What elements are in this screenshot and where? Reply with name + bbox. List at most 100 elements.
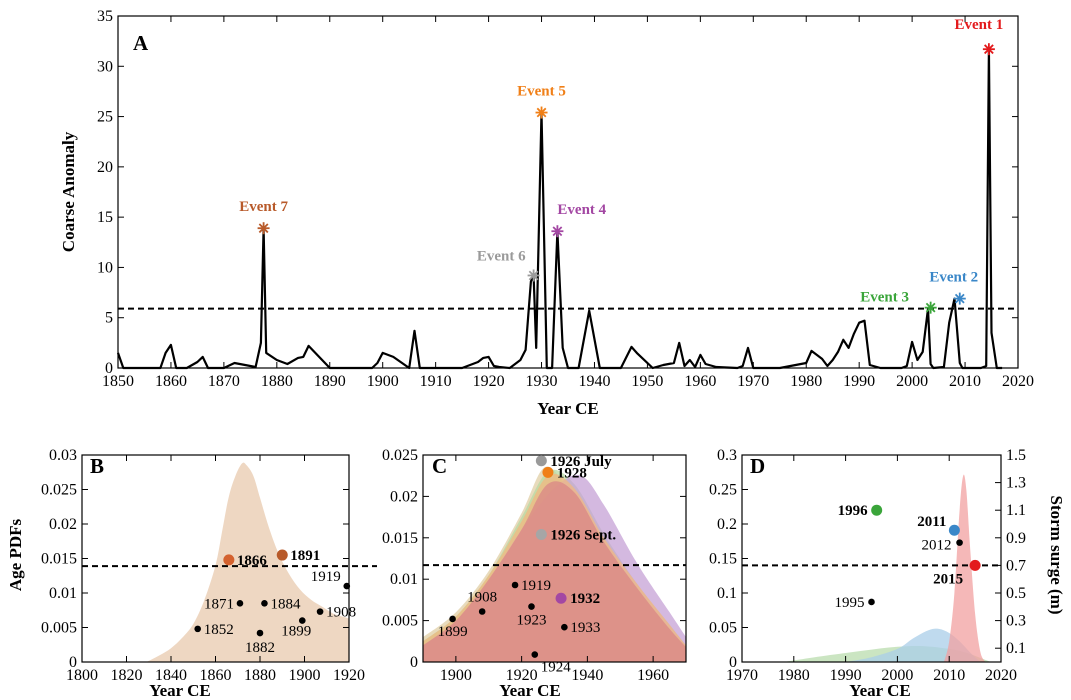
y-tick-label: 0 xyxy=(69,654,77,671)
event-label: Event 4 xyxy=(557,202,606,218)
event-star-stroke xyxy=(536,107,547,118)
y-tick-label: 0.025 xyxy=(382,447,418,464)
y-tick-label: 0.005 xyxy=(41,620,77,637)
point-label: 1899 xyxy=(438,624,468,640)
x-tick-label: 1870 xyxy=(208,373,240,390)
plot-frame xyxy=(422,454,687,663)
data-point xyxy=(948,524,960,536)
point-label: 1919 xyxy=(521,578,551,594)
plot-frame xyxy=(117,15,1019,369)
data-point xyxy=(298,617,306,624)
x-tick-label: 1990 xyxy=(843,373,875,390)
panel-c-letter: C xyxy=(432,454,447,478)
x-tick-label: 1900 xyxy=(289,667,321,684)
x-tick-label: 2010 xyxy=(933,667,965,684)
data-point xyxy=(343,582,351,590)
right-y-tick-label: 1.5 xyxy=(1006,447,1026,464)
panel-d-letter: D xyxy=(750,454,765,478)
y-tick-label: 0.01 xyxy=(49,585,77,602)
point-label: 1891 xyxy=(290,548,320,564)
x-tick-label: 1970 xyxy=(737,373,769,390)
x-tick-label: 1920 xyxy=(473,373,505,390)
y-tick-label: 30 xyxy=(97,58,113,75)
x-tick-label: 2020 xyxy=(985,667,1017,684)
point-label: 1919 xyxy=(311,569,341,585)
x-tick-label: 1970 xyxy=(726,667,758,684)
y-tick-label: 0.05 xyxy=(709,620,737,637)
point-label: 1996 xyxy=(838,503,869,519)
x-tick-label: 1840 xyxy=(155,667,187,684)
x-tick-label: 1930 xyxy=(526,373,558,390)
x-tick-label: 1800 xyxy=(66,667,98,684)
data-point xyxy=(223,554,235,566)
y-tick-label: 0.03 xyxy=(49,447,77,464)
x-tick-label: 1980 xyxy=(778,667,810,684)
event-marker xyxy=(257,222,270,235)
x-tick-label: 1980 xyxy=(790,373,822,390)
right-y-tick-label: 0.5 xyxy=(1006,585,1026,602)
y-tick-label: 25 xyxy=(97,109,113,126)
y-tick-label: 0 xyxy=(105,360,113,377)
y-tick-label: 0.015 xyxy=(41,551,77,568)
y-tick-label: 0.3 xyxy=(717,447,737,464)
point-label: 1908 xyxy=(467,589,497,605)
event-star-stroke xyxy=(552,226,563,237)
data-point xyxy=(449,615,456,623)
right-y-tick-label: 0.9 xyxy=(1006,530,1026,547)
x-tick-label: 2020 xyxy=(1002,373,1034,390)
point-label: 1884 xyxy=(270,596,301,612)
y-tick-label: 0.015 xyxy=(382,530,418,547)
point-label: 1866 xyxy=(237,553,268,569)
point-label: 2012 xyxy=(922,538,952,554)
panel-c: 1900 1920 1940 1960 0 0.005 0.01 0.015 0.02 0.025… xyxy=(382,447,687,700)
x-tick-label: 1860 xyxy=(155,373,187,390)
event-star-stroke xyxy=(984,44,994,55)
panel-b: 1800 1820 1840 1860 1880 1900 1920 0 0.005 0.01 0.… xyxy=(6,447,377,700)
data-point xyxy=(535,528,547,540)
y-tick-label: 0.025 xyxy=(41,482,77,499)
pdf-area xyxy=(423,481,686,662)
x-tick-label: 2000 xyxy=(881,667,913,684)
x-tick-label: 1880 xyxy=(244,667,276,684)
data-point xyxy=(956,539,963,546)
data-point xyxy=(868,598,875,606)
event-label: Event 5 xyxy=(517,84,566,100)
x-tick-label: 1990 xyxy=(830,667,862,684)
x-tick-label: 2010 xyxy=(949,373,981,390)
coarse-anomaly-series-line xyxy=(116,48,1003,370)
point-label: 1926 July xyxy=(550,454,612,470)
y-tick-label: 0.15 xyxy=(709,551,737,568)
event-marker xyxy=(924,301,937,314)
x-tick-label: 1940 xyxy=(571,667,603,684)
y-tick-label: 0.1 xyxy=(717,585,737,602)
event-star-stroke xyxy=(258,223,269,234)
point-label: 1933 xyxy=(570,620,600,636)
pdf-area xyxy=(146,462,349,662)
x-tick-label: 1920 xyxy=(333,667,365,684)
event-label: Event 7 xyxy=(239,199,288,215)
event-marker xyxy=(551,225,564,238)
point-label: 1928 xyxy=(557,465,587,481)
panel-d-x-axis-label: Year CE xyxy=(849,681,911,700)
x-tick-label: 1900 xyxy=(367,373,399,390)
event-star-stroke xyxy=(528,270,539,281)
panel-a-y-axis-label: Coarse Anomaly xyxy=(59,131,78,252)
point-label: 2011 xyxy=(917,514,946,530)
data-point xyxy=(236,600,244,607)
pdf-area xyxy=(944,474,986,662)
panel-b-letter: B xyxy=(90,454,104,478)
x-tick-label: 1960 xyxy=(637,667,669,684)
data-point xyxy=(256,629,264,637)
point-label: 1908 xyxy=(326,605,356,621)
data-point xyxy=(511,581,519,589)
x-tick-label: 1820 xyxy=(111,667,143,684)
point-label: 1995 xyxy=(835,595,865,611)
y-tick-label: 0.02 xyxy=(49,516,77,533)
data-point xyxy=(535,455,547,467)
y-tick-label: 0.25 xyxy=(709,482,737,499)
right-y-tick-label: 0.7 xyxy=(1006,557,1026,574)
data-point xyxy=(969,559,981,571)
x-tick-label: 1850 xyxy=(102,373,134,390)
y-tick-label: 15 xyxy=(97,209,113,226)
x-tick-label: 1910 xyxy=(420,373,452,390)
